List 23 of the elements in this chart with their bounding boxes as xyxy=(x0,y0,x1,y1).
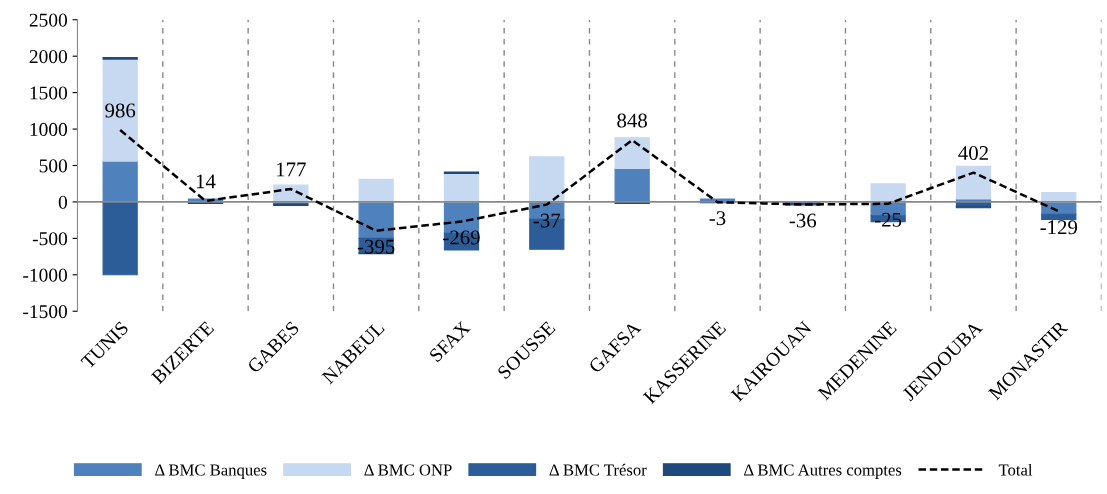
data-label: 986 xyxy=(105,103,136,118)
y-tick-label: -1500 xyxy=(23,305,68,319)
data-label: -3 xyxy=(709,211,726,226)
data-label: -36 xyxy=(789,213,817,228)
legend-label: Total xyxy=(998,463,1033,476)
y-tick-label: -1000 xyxy=(23,268,68,282)
data-label: -129 xyxy=(1040,220,1078,235)
y-tick-label: 2500 xyxy=(29,13,68,27)
legend-label: Δ BMC Trésor xyxy=(549,463,647,476)
y-tick-label: 500 xyxy=(39,159,68,173)
legend-label: Δ BMC Banques xyxy=(155,464,267,479)
legend-label: Δ BMC Autres comptes xyxy=(744,464,902,479)
data-label: -37 xyxy=(533,213,561,228)
data-label: 14 xyxy=(196,174,216,189)
legend-label: Δ BMC ONP xyxy=(364,464,452,476)
data-label: 848 xyxy=(617,113,647,128)
y-tick-label: 2000 xyxy=(29,50,68,64)
data-label: 177 xyxy=(277,162,306,177)
y-tick-label: 1500 xyxy=(30,86,68,100)
y-tick-label: 0 xyxy=(58,195,68,209)
y-tick-label: 1000 xyxy=(30,122,68,136)
data-label: 402 xyxy=(958,146,988,161)
y-tick-label: -500 xyxy=(32,232,68,246)
